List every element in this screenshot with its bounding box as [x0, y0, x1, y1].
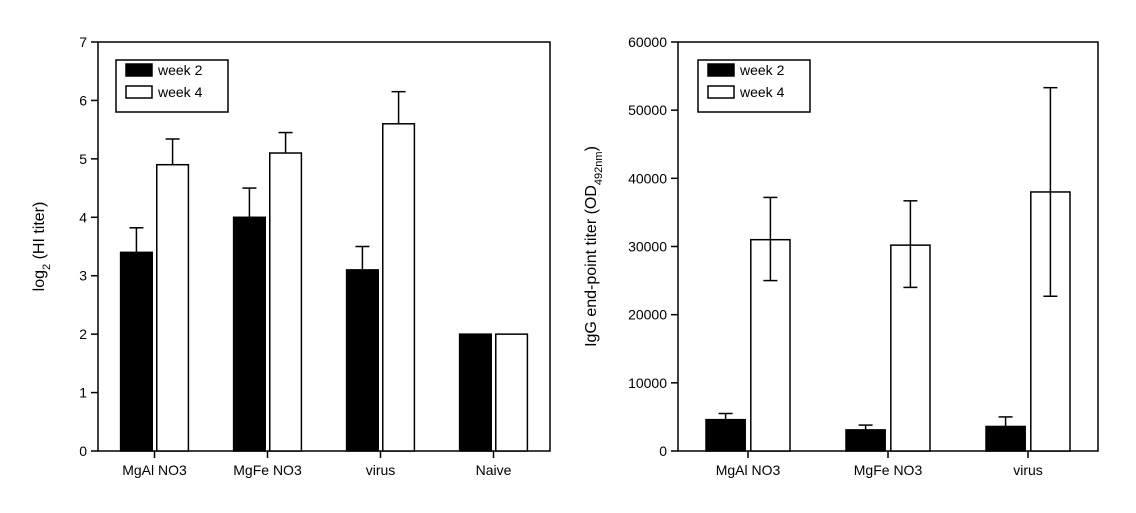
- svg-text:20000: 20000: [628, 307, 667, 323]
- svg-text:log2 (HI titer): log2 (HI titer): [31, 202, 53, 292]
- svg-text:30000: 30000: [628, 239, 667, 255]
- svg-text:IgG end-point titer (OD492nm): IgG end-point titer (OD492nm): [583, 146, 605, 347]
- svg-text:2: 2: [79, 326, 87, 342]
- svg-text:week 2: week 2: [157, 62, 203, 78]
- svg-text:1: 1: [79, 385, 87, 401]
- figure-wrap: 0 1 2 3 4 5 6 7 log2 (HI titer) MgAl NO3 MgFe NO3 v…: [0, 0, 1136, 513]
- svg-text:7: 7: [79, 34, 87, 50]
- svg-text:4: 4: [79, 209, 87, 225]
- svg-text:virus: virus: [1013, 462, 1043, 478]
- svg-text:3: 3: [79, 268, 87, 284]
- svg-text:60000: 60000: [628, 34, 667, 50]
- right-panel: 0 10000 20000 30000 40000 50000 60000 IgG end-p…: [568, 20, 1116, 503]
- svg-text:6: 6: [79, 92, 87, 108]
- svg-text:5: 5: [79, 151, 87, 167]
- svg-text:MgAl NO3: MgAl NO3: [716, 462, 781, 478]
- svg-text:MgFe NO3: MgFe NO3: [854, 462, 923, 478]
- svg-text:MgAl NO3: MgAl NO3: [122, 462, 187, 478]
- svg-text:week 2: week 2: [739, 62, 785, 78]
- svg-text:50000: 50000: [628, 102, 667, 118]
- svg-text:10000: 10000: [628, 375, 667, 391]
- svg-text:0: 0: [79, 443, 87, 459]
- svg-text:MgFe NO3: MgFe NO3: [233, 462, 302, 478]
- svg-text:Naive: Naive: [476, 462, 512, 478]
- left-chart: 0 1 2 3 4 5 6 7 log2 (HI titer) MgAl NO3 MgFe NO3 v…: [20, 20, 568, 503]
- svg-text:0: 0: [659, 443, 667, 459]
- svg-text:week 4: week 4: [739, 84, 785, 100]
- left-panel: 0 1 2 3 4 5 6 7 log2 (HI titer) MgAl NO3 MgFe NO3 v…: [20, 20, 568, 503]
- right-chart: 0 10000 20000 30000 40000 50000 60000 IgG end-p…: [568, 20, 1116, 503]
- svg-text:40000: 40000: [628, 170, 667, 186]
- svg-text:week 4: week 4: [157, 84, 203, 100]
- svg-text:virus: virus: [366, 462, 396, 478]
